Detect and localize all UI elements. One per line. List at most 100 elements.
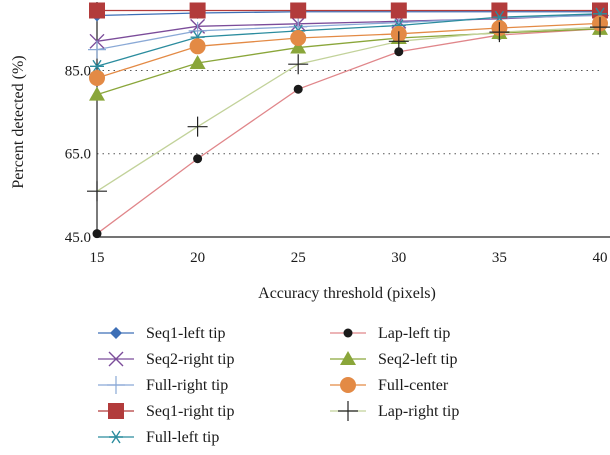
legend-label: Seq1-right tip [146, 403, 234, 420]
marker-shape [88, 40, 106, 59]
legend-label: Lap-left tip [378, 325, 450, 342]
data-point [90, 59, 104, 73]
marker-shape [343, 328, 353, 338]
data-point [489, 22, 510, 43]
data-point [290, 2, 307, 19]
marker-shape [107, 376, 125, 394]
marker-shape [388, 31, 409, 52]
legend-item: Full-right tip [98, 376, 228, 394]
marker-shape [189, 38, 206, 55]
legend: Seq1-left tip Seq2-right tip Full-right ti… [98, 325, 459, 446]
marker-shape [187, 116, 208, 137]
marker-shape [590, 17, 610, 38]
marker-shape [340, 377, 356, 393]
marker-shape [189, 2, 206, 19]
marker-shape [89, 69, 105, 86]
marker-shape [290, 2, 307, 19]
data-point [187, 116, 208, 137]
legend-item: Seq1-left tip [98, 325, 226, 342]
data-point [390, 2, 407, 19]
legend-item: Lap-left tip [330, 325, 450, 342]
series-line [96, 28, 601, 235]
data-point [288, 54, 309, 75]
x-axis-title: Accuracy threshold (pixels) [258, 285, 436, 302]
gridlines [97, 69, 600, 155]
data-point [89, 86, 105, 101]
data-point [394, 47, 404, 57]
marker-shape [87, 181, 107, 202]
series-line [96, 28, 601, 96]
marker-shape [340, 351, 356, 365]
marker-shape [108, 403, 124, 419]
x-tick-label: 20 [190, 250, 205, 266]
data-point [290, 39, 307, 54]
marker-shape [189, 54, 206, 69]
data-point [88, 40, 106, 59]
data-point [189, 38, 206, 55]
marker-shape [92, 229, 102, 239]
marker-shape [90, 59, 104, 73]
x-tick-label: 25 [291, 250, 306, 266]
x-tick-label: 30 [391, 250, 406, 266]
x-tick-label: 15 [90, 250, 105, 266]
y-tick-label: 45.0 [65, 230, 91, 246]
series-line [96, 11, 600, 17]
marker-shape [394, 47, 404, 57]
marker-shape [390, 2, 407, 19]
x-tick-label: 35 [492, 250, 507, 266]
data-point [92, 229, 102, 239]
series-line [96, 14, 601, 51]
y-tick-label: 85.0 [65, 63, 91, 79]
marker-shape [89, 2, 105, 19]
data-point [293, 84, 303, 94]
y-axis-title: Percent detected (%) [10, 55, 27, 188]
legend-item: Full-left tip [98, 429, 219, 446]
legend-label: Full-right tip [146, 377, 228, 394]
marker-shape [489, 22, 510, 43]
data-point [193, 154, 203, 164]
legend-label: Seq1-left tip [146, 325, 226, 342]
marker-shape [290, 29, 307, 46]
data-point [491, 2, 508, 19]
series-line [96, 26, 601, 192]
marker-shape [293, 84, 303, 94]
marker-shape [110, 327, 122, 339]
legend-item: Full-center [330, 377, 449, 394]
legend-marker [109, 430, 123, 444]
legend-label: Full-left tip [146, 429, 219, 446]
marker-shape [338, 401, 358, 421]
data-point [290, 29, 307, 46]
y-tick-label: 65.0 [65, 147, 91, 163]
data-point [87, 181, 107, 202]
marker-shape [288, 54, 309, 75]
legend-marker [110, 327, 122, 339]
legend-marker [343, 328, 353, 338]
legend-marker [340, 351, 356, 365]
legend-marker [108, 403, 124, 419]
legend-marker [107, 376, 125, 394]
series-line [96, 13, 601, 67]
tick-labels: 45.0 65.0 85.0 15 20 25 30 35 40 [65, 63, 608, 266]
data-point [590, 17, 610, 38]
legend-label: Seq2-left tip [378, 351, 458, 368]
data-point [189, 54, 206, 69]
x-tick-label: 40 [593, 250, 608, 266]
series-group [87, 2, 610, 239]
legend-item: Seq2-left tip [330, 351, 458, 368]
data-point [189, 2, 206, 19]
axes [96, 2, 610, 238]
legend-label: Full-center [378, 377, 449, 394]
data-point [89, 69, 105, 86]
legend-label: Seq2-right tip [146, 351, 234, 368]
marker-shape [193, 154, 203, 164]
data-point [388, 31, 409, 52]
legend-label: Lap-right tip [378, 403, 459, 420]
series-line [96, 22, 601, 79]
legend-item: Lap-right tip [330, 401, 459, 421]
legend-marker [338, 401, 358, 421]
legend-item: Seq2-right tip [98, 351, 234, 368]
legend-marker [340, 377, 356, 393]
data-point [89, 2, 105, 19]
marker-shape [491, 2, 508, 19]
